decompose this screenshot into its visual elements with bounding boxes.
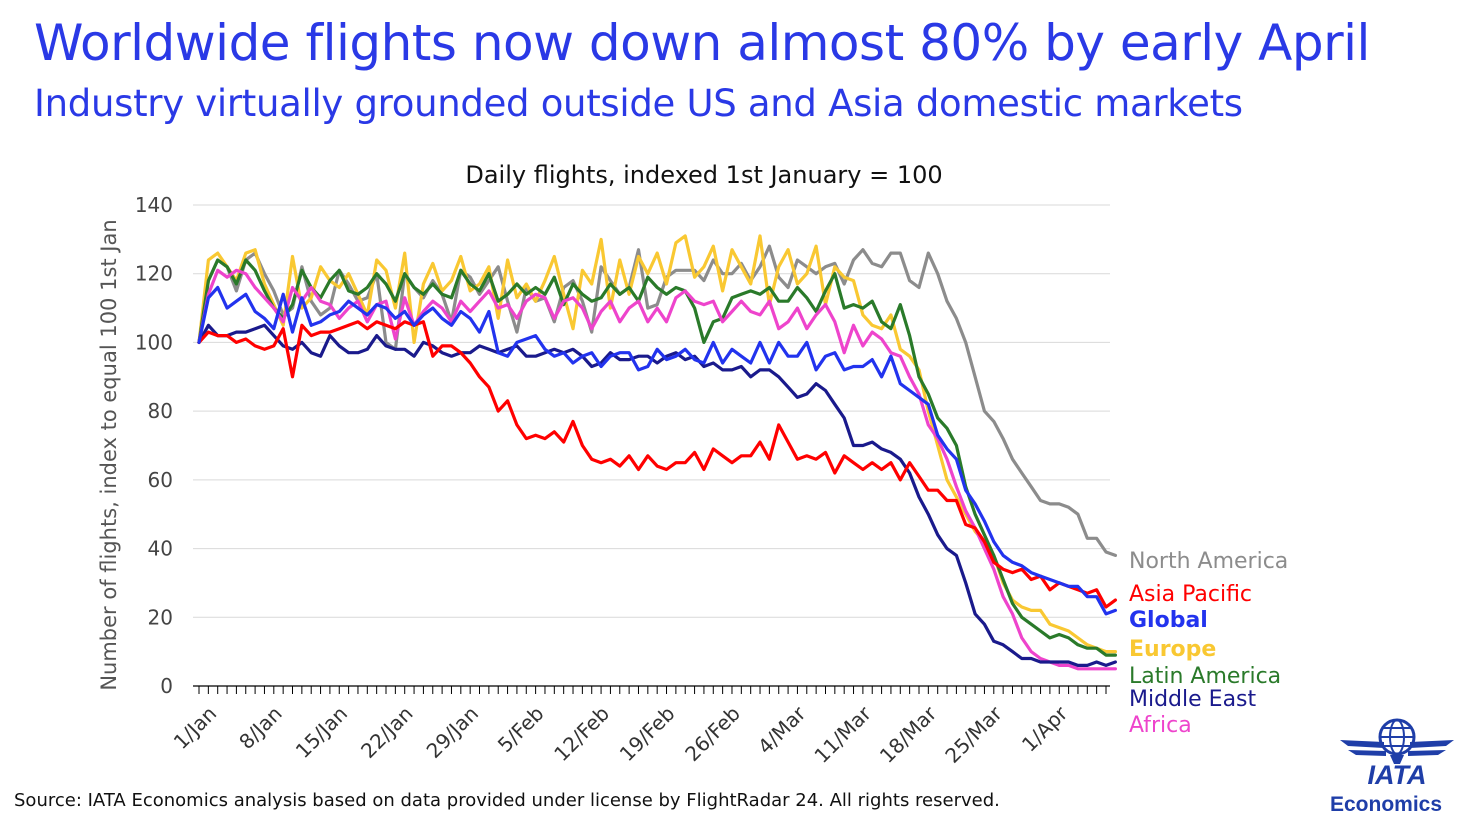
x-tick-label: 15/Jan	[291, 701, 353, 763]
y-tick-label: 140	[135, 193, 173, 217]
x-tick-label: 5/Feb	[493, 701, 549, 757]
y-axis-ticks: 0 20 40 60 80 100 120 140	[135, 193, 173, 698]
legend-entry-europe: Europe	[1129, 637, 1216, 662]
flights-line-chart: Daily flights, indexed 1st January = 100…	[97, 161, 1288, 768]
y-tick-label: 100	[135, 330, 173, 354]
series-line-asia-pacific	[197, 320, 1118, 609]
page-title: Worldwide flights now down almost 80% by…	[34, 14, 1370, 72]
x-tick-label: 26/Feb	[680, 701, 745, 766]
legend-entry-africa: Africa	[1129, 713, 1192, 738]
series-line-global	[197, 285, 1118, 616]
x-tick-label: 18/Mar	[875, 701, 942, 768]
y-tick-label: 120	[135, 262, 173, 286]
x-tick-label: 19/Feb	[615, 701, 680, 766]
y-tick-label: 40	[148, 537, 173, 561]
gridlines	[193, 204, 1110, 618]
legend-entry-global: Global	[1129, 608, 1208, 633]
x-axis: 1/Jan 8/Jan 15/Jan 22/Jan 29/Jan 5/Feb 12/Feb 1…	[169, 685, 1110, 768]
x-tick-label: 22/Jan	[356, 701, 418, 763]
iata-logo: IATA	[1340, 718, 1454, 790]
series-line-europe	[197, 234, 1118, 654]
series-line-north-america	[197, 244, 1118, 558]
legend-entry-north-america: North America	[1129, 549, 1288, 574]
chart-title: Daily flights, indexed 1st January = 100	[465, 161, 942, 189]
logo-text: IATA	[1368, 760, 1427, 790]
legend-entry-asia-pacific: Asia Pacific	[1129, 582, 1252, 607]
x-tick-label: 1/Jan	[169, 701, 222, 754]
source-note: Source: IATA Economics analysis based on…	[14, 790, 1000, 811]
logo-subtext: Economics	[1330, 793, 1443, 816]
x-tick-label: 1/Apr	[1017, 701, 1073, 757]
y-tick-label: 60	[148, 468, 173, 492]
legend-entry-middle-east: Middle East	[1129, 687, 1257, 712]
x-tick-label: 25/Mar	[940, 701, 1007, 768]
x-tick-label: 4/Mar	[753, 701, 811, 759]
x-tick-label: 29/Jan	[422, 701, 484, 763]
y-tick-label: 20	[148, 605, 173, 629]
y-tick-label: 0	[160, 674, 173, 698]
y-axis-label: Number of flights, index to equal 100 1s…	[97, 219, 121, 690]
y-tick-label: 80	[148, 399, 173, 423]
series-line-africa	[197, 268, 1118, 671]
series-line-latin-america	[197, 258, 1118, 657]
x-tick-label: 8/Jan	[234, 701, 287, 754]
series-lines	[197, 234, 1118, 671]
x-tick-label: 12/Feb	[549, 701, 614, 766]
page-subtitle: Industry virtually grounded outside US a…	[34, 82, 1243, 125]
legend-entry-latin-america: Latin America	[1129, 664, 1281, 689]
x-tick-label: 11/Mar	[809, 701, 876, 768]
series-line-middle-east	[197, 323, 1118, 668]
